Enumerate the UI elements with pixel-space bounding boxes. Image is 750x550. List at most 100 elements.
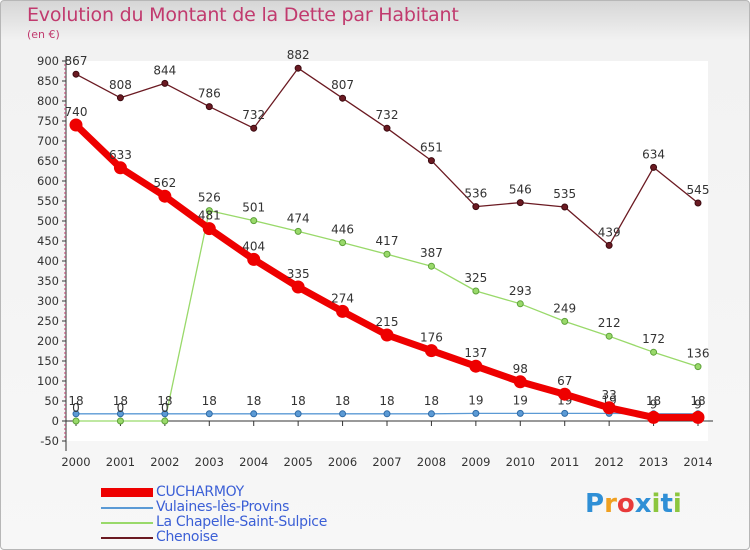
x-tick-label: 2010	[506, 455, 535, 469]
data-point	[383, 410, 391, 418]
data-point	[336, 304, 350, 318]
logo-letter: r	[604, 489, 617, 519]
data-point	[694, 363, 702, 371]
data-label: 274	[331, 291, 354, 305]
data-label: 18	[335, 394, 350, 408]
data-point	[427, 410, 435, 418]
data-point	[116, 410, 124, 418]
data-label: 18	[379, 394, 394, 408]
data-point	[561, 409, 569, 417]
data-point	[72, 417, 80, 425]
data-point	[339, 410, 347, 418]
data-point	[650, 348, 658, 356]
logo-letter: P	[585, 489, 605, 519]
data-point	[294, 410, 302, 418]
logo-letter: x	[634, 489, 652, 519]
chart-title: Evolution du Montant de la Dette par Hab…	[27, 4, 459, 26]
data-label: 137	[464, 346, 487, 360]
legend-label: Chenoise	[156, 529, 219, 545]
data-point	[472, 203, 480, 211]
data-label: 633	[109, 148, 132, 162]
data-label: 33	[602, 388, 617, 402]
data-point	[694, 199, 702, 207]
data-label: 546	[509, 183, 532, 197]
data-point	[339, 239, 347, 247]
data-point	[161, 417, 169, 425]
data-label: 212	[598, 316, 621, 330]
data-label: 18	[68, 394, 83, 408]
y-tick-label: 350	[37, 274, 59, 288]
y-tick-label: 900	[37, 54, 59, 68]
data-point	[650, 163, 658, 171]
x-tick-label: 2007	[372, 455, 401, 469]
legend-label: Vulaines-lès-Provins	[156, 499, 290, 515]
data-point	[250, 217, 258, 225]
data-label: 417	[376, 234, 399, 248]
data-point	[158, 189, 172, 203]
data-label: 19	[468, 393, 483, 407]
y-tick-label: 800	[37, 94, 59, 108]
data-point	[69, 118, 83, 132]
data-label: 446	[331, 223, 354, 237]
y-tick-label: 400	[37, 254, 59, 268]
data-label: 172	[642, 332, 665, 346]
data-label: 18	[291, 394, 306, 408]
data-label: 526	[198, 191, 221, 205]
data-point	[380, 328, 394, 342]
data-point	[161, 79, 169, 87]
data-point	[205, 103, 213, 111]
legend-item: La Chapelle-Saint-Sulpice	[101, 515, 327, 530]
x-tick-label: 2013	[639, 455, 668, 469]
x-tick-label: 2006	[328, 455, 357, 469]
data-label: 18	[157, 394, 172, 408]
data-point	[116, 417, 124, 425]
data-label: 18	[113, 394, 128, 408]
data-label: 634	[642, 147, 665, 161]
logo-letter: i	[651, 489, 661, 519]
data-label: 481	[198, 209, 221, 223]
legend-item: CUCHARMOY	[101, 485, 327, 500]
series-cucharmoy: 740 633 562 481 404 335 274 215 176 137 98 67 33 9 9	[65, 105, 705, 424]
x-tick-label: 2012	[595, 455, 624, 469]
data-point	[161, 410, 169, 418]
data-point	[205, 207, 213, 215]
data-point	[516, 199, 524, 207]
data-point	[427, 157, 435, 165]
data-label: 732	[376, 108, 399, 122]
y-tick-label: 450	[37, 234, 59, 248]
data-label: 176	[420, 331, 443, 345]
data-point	[605, 241, 613, 249]
y-tick-label: 600	[37, 174, 59, 188]
data-label: 867	[65, 54, 88, 68]
data-label: 0	[161, 401, 169, 415]
data-point	[561, 317, 569, 325]
data-label: 215	[376, 315, 399, 329]
data-point	[469, 359, 483, 373]
data-label: 19	[513, 393, 528, 407]
legend-swatch	[101, 536, 153, 539]
y-tick-label: 550	[37, 194, 59, 208]
data-point	[558, 387, 572, 401]
data-point	[383, 250, 391, 258]
data-label: 249	[553, 301, 576, 315]
chart-unit-label: (en €)	[27, 28, 60, 41]
data-point	[424, 344, 438, 358]
proxiti-logo: Proxiti	[585, 489, 682, 519]
data-point	[516, 409, 524, 417]
data-label: 18	[646, 394, 661, 408]
data-point	[250, 410, 258, 418]
data-label: 335	[287, 267, 310, 281]
data-label: 536	[464, 187, 487, 201]
y-tick-label: 50	[44, 394, 59, 408]
data-label: 293	[509, 284, 532, 298]
data-label: 404	[242, 239, 265, 253]
y-tick-label: 0	[52, 414, 59, 428]
data-label: 387	[420, 246, 443, 260]
y-tick-label: 850	[37, 74, 59, 88]
data-label: 535	[553, 187, 576, 201]
data-label: 501	[242, 201, 265, 215]
x-tick-label: 2005	[284, 455, 313, 469]
data-label: 439	[598, 225, 621, 239]
data-point	[294, 227, 302, 235]
